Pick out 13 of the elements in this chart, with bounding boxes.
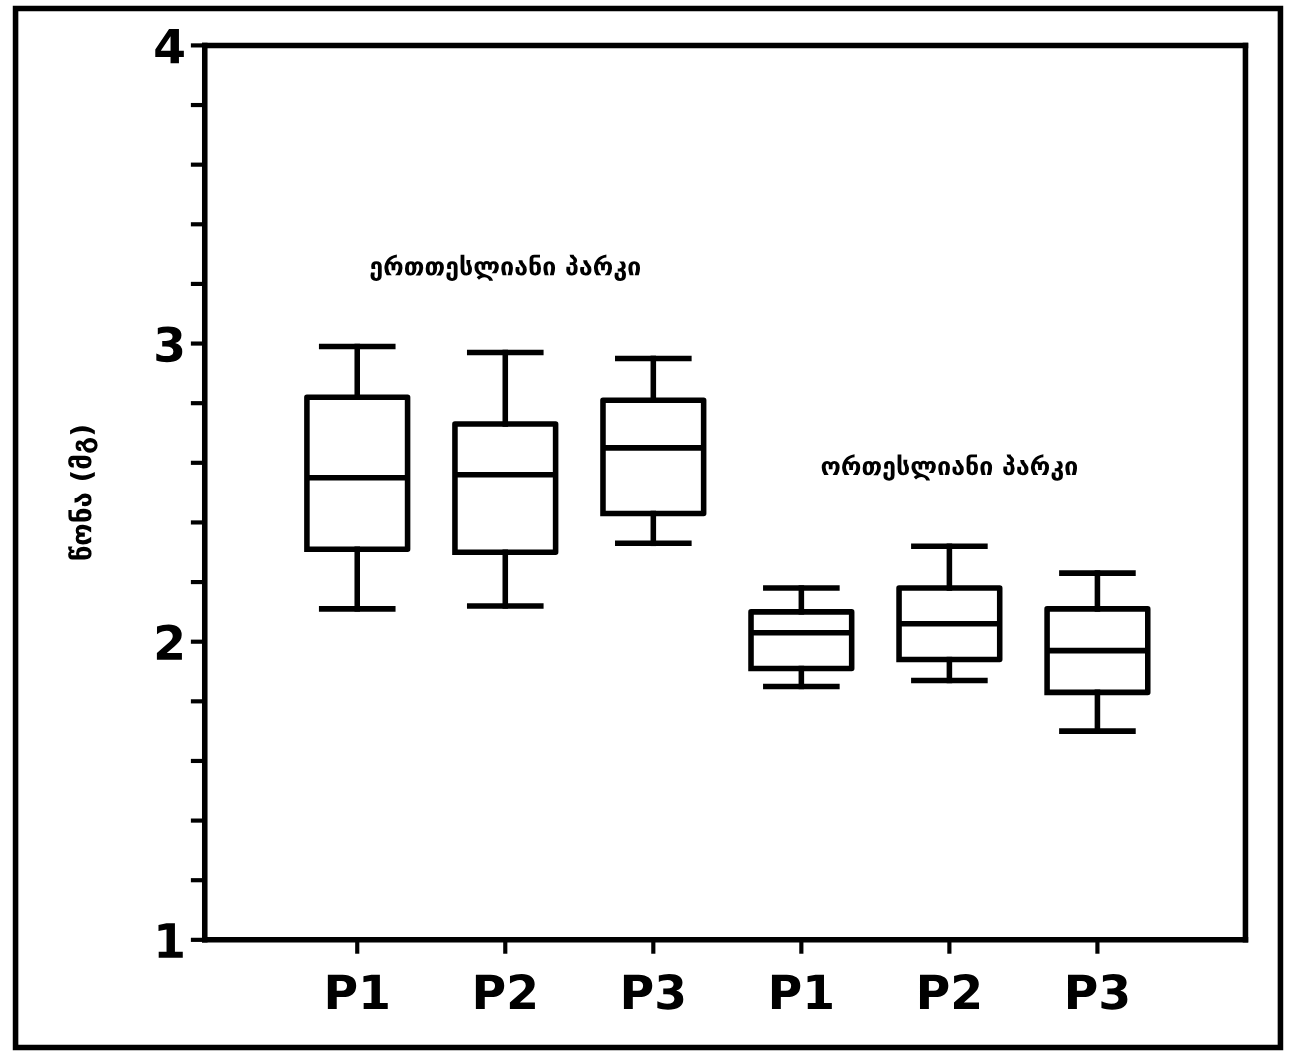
y-axis-title: წონა (მგ) (68, 426, 98, 560)
y-tick-label: 1 (158, 923, 183, 958)
y-tick-label: 4 (155, 28, 184, 64)
y-tick-label: 3 (156, 326, 183, 363)
x-tick-label: P2 (919, 974, 980, 1010)
x-tick-label: P1 (327, 974, 388, 1010)
x-tick-label: P1 (771, 974, 832, 1010)
y-tick-label: 2 (156, 624, 182, 660)
x-tick-label: P3 (623, 974, 684, 1010)
x-tick-label: P3 (1068, 974, 1128, 1010)
annotation: ერთთესლიანი პარკი (370, 254, 641, 281)
annotation: ორთესლიანი პარკი (821, 454, 1078, 481)
x-tick-label: P2 (475, 974, 535, 1010)
